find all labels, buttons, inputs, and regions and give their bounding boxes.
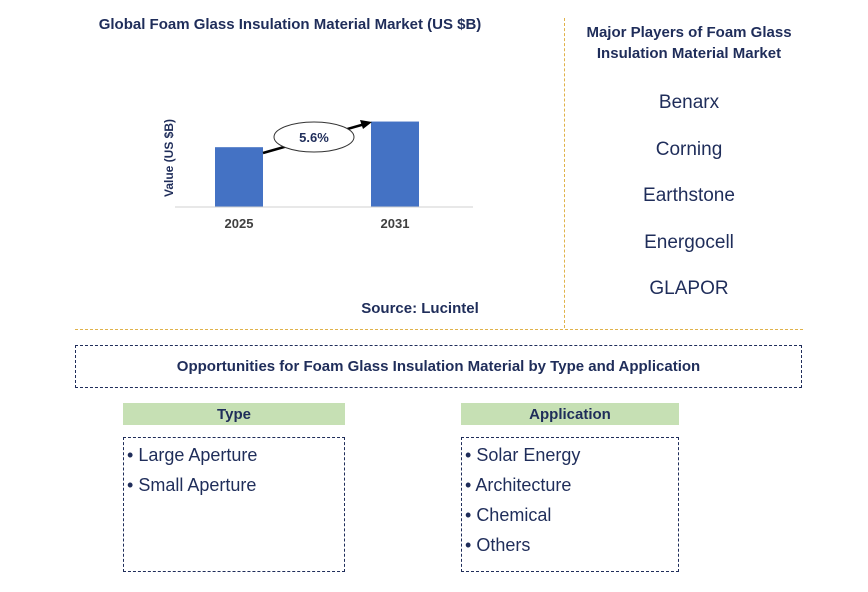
bar-chart: Value (US $B) 2025 2031 5.6% (162, 119, 473, 231)
x-tick-label: 2025 (225, 216, 254, 231)
application-item: Chemical (465, 500, 678, 530)
player-item: Energocell (644, 231, 734, 253)
player-item: Earthstone (643, 185, 735, 206)
application-item: Solar Energy (465, 440, 678, 470)
y-axis-label: Value (US $B) (162, 119, 176, 197)
bar-2025 (215, 147, 263, 207)
bar-2031 (371, 121, 419, 207)
players-title: Major Players of Foam Glass Insulation M… (586, 24, 792, 62)
source-label: Source: Lucintel (361, 300, 479, 317)
player-item: Corning (655, 138, 723, 160)
opportunities-title: Opportunities for Foam Glass Insulation … (75, 345, 802, 388)
player-item: Benarx (658, 92, 720, 113)
chart-title: Global Foam Glass Insulation Material Ma… (98, 16, 482, 33)
application-header: Application (461, 403, 679, 425)
application-item: Others (465, 530, 678, 560)
horizontal-divider (75, 329, 803, 330)
player-item: GLAPOR (649, 278, 729, 299)
cagr-bubble (273, 121, 355, 153)
type-list: Large Aperture Small Aperture (123, 437, 345, 572)
players-list: Benarx Corning Earthstone Energocell GLA… (600, 92, 778, 325)
application-list: Solar Energy Architecture Chemical Other… (461, 437, 679, 572)
type-item: Large Aperture (127, 440, 344, 470)
type-header: Type (123, 403, 345, 425)
application-item: Architecture (465, 470, 678, 500)
type-item: Small Aperture (127, 470, 344, 500)
vertical-divider (564, 18, 565, 328)
x-tick-label: 2031 (381, 216, 410, 231)
cagr-label: 5.6% (299, 130, 329, 145)
growth-arrow-head (360, 120, 372, 129)
